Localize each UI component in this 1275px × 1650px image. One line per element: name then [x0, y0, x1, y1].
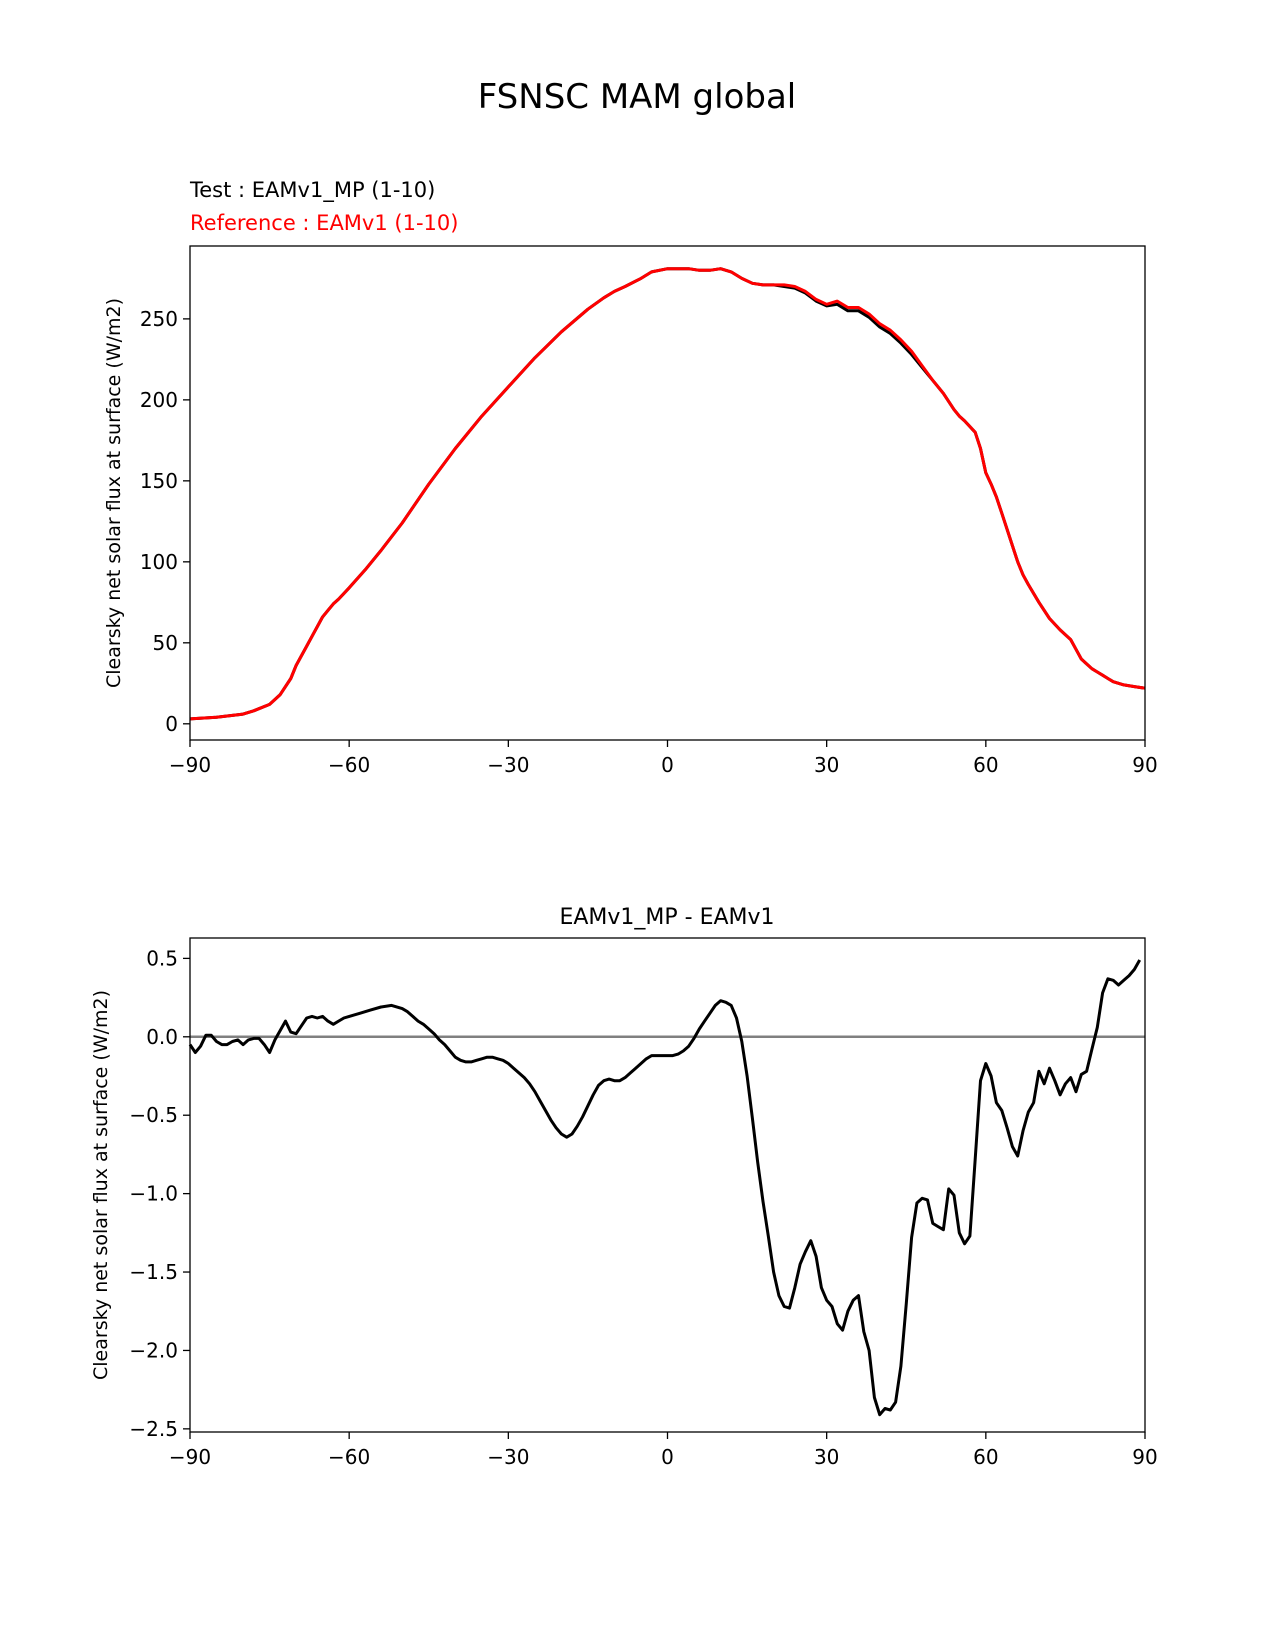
top-y-tick-label: 50 [153, 631, 178, 655]
bottom-y-tick-label: −1.0 [129, 1182, 178, 1206]
bottom-x-tick-label: 0 [661, 1445, 674, 1469]
bottom-x-tick-label: −90 [169, 1445, 211, 1469]
bottom-x-tick-label: −60 [328, 1445, 370, 1469]
bottom-y-tick-label: −0.5 [129, 1103, 178, 1127]
reference-label: Reference : EAMv1 (1-10) [190, 211, 458, 235]
top-y-tick-label: 250 [140, 307, 178, 331]
bottom-y-tick-group: 0.5 0.0 −0.5 −1.0 −1.5 −2.0 −2.5 [129, 946, 190, 1441]
top-y-tick-label: 0 [165, 712, 178, 736]
bottom-x-tick-label: −30 [487, 1445, 529, 1469]
top-x-tick-label: 30 [814, 753, 839, 777]
test-label: Test : EAMv1_MP (1-10) [189, 178, 435, 203]
top-x-tick-group: −90 −60 −30 0 30 60 90 [169, 740, 1158, 777]
top-x-tick-label: −30 [487, 753, 529, 777]
bottom-x-tick-group: −90 −60 −30 0 30 60 90 [169, 1432, 1158, 1469]
top-x-tick-label: −60 [328, 753, 370, 777]
top-x-tick-label: 0 [661, 753, 674, 777]
bottom-ylabel: Clearsky net solar flux at surface (W/m2… [90, 990, 112, 1380]
test-series-line [189, 267, 1146, 721]
top-panel: Test : EAMv1_MP (1-10) Reference : EAMv1… [103, 178, 1158, 777]
top-ylabel: Clearsky net solar flux at surface (W/m2… [103, 298, 125, 688]
top-x-tick-label: 60 [973, 753, 998, 777]
top-x-tick-label: −90 [169, 753, 211, 777]
bottom-x-tick-label: 30 [814, 1445, 839, 1469]
bottom-x-tick-label: 60 [973, 1445, 998, 1469]
bottom-x-tick-label: 90 [1132, 1445, 1157, 1469]
top-plot-frame [189, 245, 1146, 741]
bottom-y-tick-label: −1.5 [129, 1260, 178, 1284]
bottom-title: EAMv1_MP - EAMv1 [559, 905, 774, 930]
bottom-y-tick-label: −2.5 [129, 1417, 178, 1441]
top-y-tick-label: 150 [140, 469, 178, 493]
top-y-tick-group: 0 50 100 150 200 250 [140, 307, 190, 736]
difference-series-line [188, 959, 1142, 1417]
reference-series-line [189, 267, 1146, 721]
bottom-y-tick-label: 0.5 [146, 946, 178, 970]
figure-title: FSNSC MAM global [478, 77, 797, 117]
bottom-y-tick-label: 0.0 [146, 1025, 178, 1049]
top-y-tick-label: 200 [140, 388, 178, 412]
top-plot-lines [189, 267, 1146, 721]
top-y-tick-label: 100 [140, 550, 178, 574]
bottom-y-tick-label: −2.0 [129, 1338, 178, 1362]
top-x-tick-label: 90 [1132, 753, 1157, 777]
bottom-panel: EAMv1_MP - EAMv1 Clearsky net solar flux… [90, 905, 1158, 1469]
bottom-plot-frame [189, 937, 1146, 1433]
